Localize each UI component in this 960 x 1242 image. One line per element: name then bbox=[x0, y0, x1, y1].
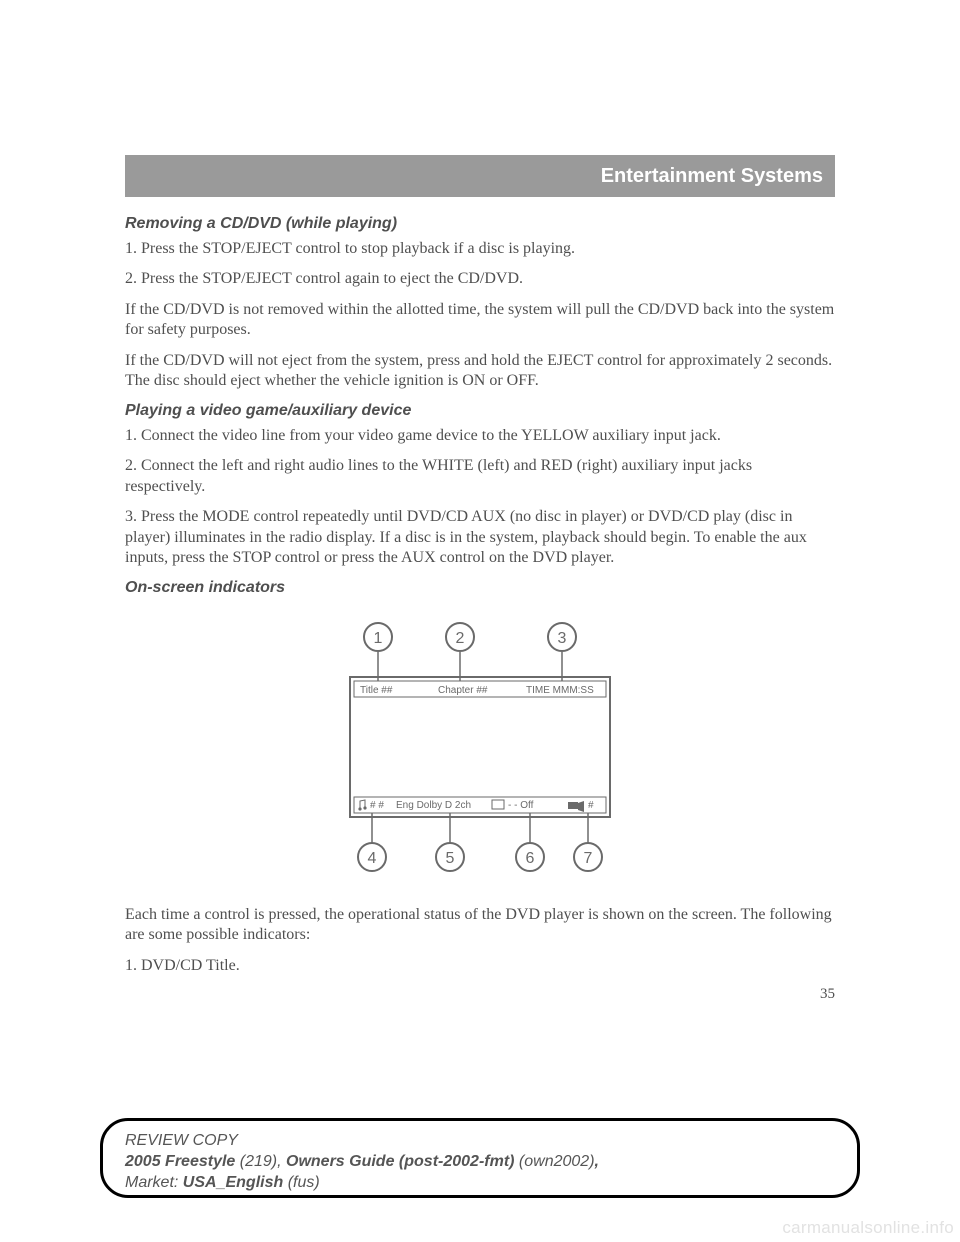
page-number: 35 bbox=[125, 986, 835, 1003]
heading-playing: Playing a video game/auxiliary device bbox=[125, 402, 835, 420]
callout-6: 6 bbox=[526, 850, 535, 867]
diag-angle: # bbox=[588, 800, 594, 811]
diag-chapter: Chapter ## bbox=[438, 685, 488, 696]
section-header: Entertainment Systems bbox=[601, 165, 823, 188]
para: 1. Press the STOP/EJECT control to stop … bbox=[125, 239, 835, 259]
para: Each time a control is pressed, the oper… bbox=[125, 905, 835, 946]
para: 2. Press the STOP/EJECT control again to… bbox=[125, 269, 835, 289]
callout-7: 7 bbox=[584, 850, 593, 867]
callout-2: 2 bbox=[456, 630, 465, 647]
footer-line1: REVIEW COPY bbox=[125, 1131, 835, 1152]
heading-removing: Removing a CD/DVD (while playing) bbox=[125, 215, 835, 233]
para: 2. Connect the left and right audio line… bbox=[125, 456, 835, 497]
para: 1. DVD/CD Title. bbox=[125, 956, 835, 976]
callout-1: 1 bbox=[374, 630, 383, 647]
diagram-svg: Title ## Chapter ## TIME MMM:SS # # Eng … bbox=[310, 607, 650, 887]
diag-track: # # bbox=[370, 800, 384, 811]
footer-box: REVIEW COPY 2005 Freestyle (219), Owners… bbox=[100, 1118, 860, 1198]
para: If the CD/DVD is not removed within the … bbox=[125, 300, 835, 341]
diag-sub: - - Off bbox=[508, 800, 534, 811]
diag-title: Title ## bbox=[360, 685, 393, 696]
callout-4: 4 bbox=[368, 850, 377, 867]
diag-time: TIME MMM:SS bbox=[526, 685, 594, 696]
heading-onscreen: On-screen indicators bbox=[125, 579, 835, 597]
watermark: carmanualsonline.info bbox=[782, 1218, 954, 1238]
footer-line3: Market: USA_English (fus) bbox=[125, 1173, 835, 1194]
para: 3. Press the MODE control repeatedly unt… bbox=[125, 507, 835, 568]
para: If the CD/DVD will not eject from the sy… bbox=[125, 351, 835, 392]
onscreen-diagram: Title ## Chapter ## TIME MMM:SS # # Eng … bbox=[125, 607, 835, 887]
callout-3: 3 bbox=[558, 630, 567, 647]
header-band: Entertainment Systems bbox=[125, 155, 835, 197]
para: 1. Connect the video line from your vide… bbox=[125, 426, 835, 446]
page-content: Entertainment Systems Removing a CD/DVD … bbox=[125, 155, 835, 1003]
footer-line2: 2005 Freestyle (219), Owners Guide (post… bbox=[125, 1152, 835, 1173]
diag-audio: Eng Dolby D 2ch bbox=[396, 800, 471, 811]
callout-5: 5 bbox=[446, 850, 455, 867]
